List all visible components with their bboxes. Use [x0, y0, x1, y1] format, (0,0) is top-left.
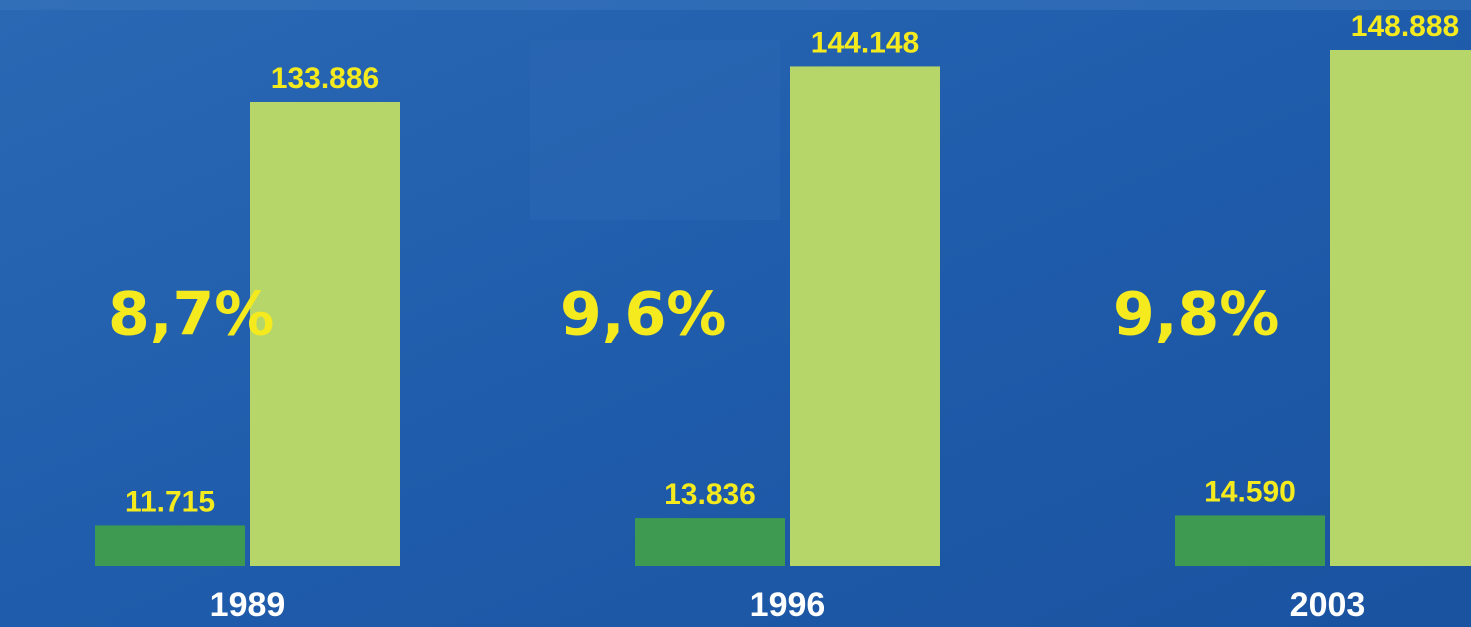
value-label: 133.886 — [271, 62, 379, 95]
bar — [1330, 50, 1471, 566]
value-label: 144.148 — [811, 26, 919, 59]
value-label: 14.590 — [1204, 475, 1296, 508]
annotation: 9,8% — [1113, 280, 1279, 350]
bar — [1175, 515, 1325, 566]
value-label: 148.888 — [1351, 10, 1459, 43]
category-label: 1989 — [210, 586, 286, 624]
background-detail — [530, 40, 780, 220]
category-label: 1996 — [750, 586, 826, 624]
bar — [790, 66, 940, 567]
value-label: 13.836 — [664, 478, 756, 511]
bar — [635, 518, 785, 566]
annotation: 9,6% — [560, 280, 726, 350]
background-detail — [0, 0, 1471, 10]
bar — [250, 101, 400, 567]
bar — [95, 525, 245, 566]
annotation: 8,7% — [108, 280, 274, 350]
category-label: 2003 — [1290, 586, 1366, 624]
value-label: 11.715 — [125, 485, 215, 518]
